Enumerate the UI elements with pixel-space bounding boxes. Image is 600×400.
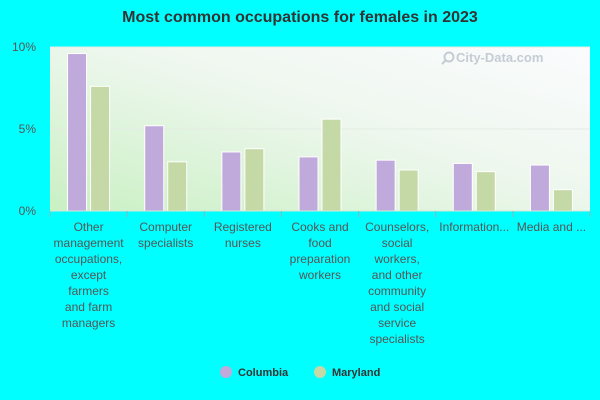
bar-columbia-1 <box>144 125 165 212</box>
category-label-line: and other <box>372 268 423 282</box>
y-axis-ticks: 0% 5% 10% <box>12 40 36 218</box>
bar-columbia-6 <box>529 164 550 212</box>
bar-columbia-4 <box>375 159 396 212</box>
y-tick-label: 5% <box>19 122 37 136</box>
category-label-4: Counselors, social workers, and other commun… <box>365 220 429 346</box>
bar-columbia-2 <box>221 151 242 212</box>
category-label-3: Cooks and food preparation workers <box>290 220 351 282</box>
category-label-line: occupations, <box>55 252 122 266</box>
chart-title: Most common occupations for females in 2… <box>122 9 478 26</box>
legend-swatch-columbia <box>220 366 232 378</box>
bar-maryland-0 <box>90 85 111 212</box>
watermark-text: City-Data.com <box>456 50 543 65</box>
category-label-1: Computer specialists <box>138 220 193 250</box>
bar-maryland-2 <box>244 148 265 212</box>
category-label-5: Information... <box>439 220 509 234</box>
category-label-line: managers <box>62 316 115 330</box>
y-tick-label: 0% <box>19 204 37 218</box>
category-label-2: Registered nurses <box>214 220 272 250</box>
bars <box>67 53 573 212</box>
legend-label-columbia: Columbia <box>238 367 289 379</box>
category-label-line: Registered <box>214 220 272 234</box>
category-label-line: workers, <box>373 252 419 266</box>
category-label-line: and farm <box>65 300 112 314</box>
legend: Columbia Maryland <box>220 366 380 379</box>
category-label-line: service <box>378 316 416 330</box>
bar-columbia-3 <box>298 156 319 212</box>
category-label-line: social <box>382 236 413 250</box>
category-label-line: Media and ... <box>517 220 586 234</box>
category-label-line: and social <box>370 300 424 314</box>
bar-columbia-5 <box>452 162 473 212</box>
bar-maryland-4 <box>398 169 419 212</box>
bar-maryland-5 <box>475 171 496 212</box>
category-label-line: Computer <box>139 220 192 234</box>
watermark: City-Data.com <box>441 50 543 65</box>
category-label-line: community <box>368 284 426 298</box>
bar-columbia-0 <box>67 53 88 212</box>
category-separators <box>49 210 591 217</box>
category-label-line: preparation <box>290 252 351 266</box>
magnifier-handle <box>441 59 447 65</box>
category-label-line: farmers <box>68 284 109 298</box>
y-tick-label: 10% <box>12 40 36 54</box>
bar-maryland-3 <box>321 118 342 212</box>
category-label-line: specialists <box>369 332 424 346</box>
category-label-line: workers <box>298 268 341 282</box>
category-label-line: specialists <box>138 236 193 250</box>
category-label-line: Information... <box>439 220 509 234</box>
grid-lines <box>50 46 590 130</box>
bar-maryland-1 <box>167 161 188 212</box>
category-label-line: Cooks and <box>291 220 348 234</box>
legend-label-maryland: Maryland <box>332 367 380 379</box>
legend-swatch-maryland <box>314 366 326 378</box>
category-label-line: Other <box>74 220 104 234</box>
magnifier-icon <box>443 51 455 63</box>
category-label-line: food <box>308 236 331 250</box>
category-label-6: Media and ... <box>517 220 586 234</box>
category-labels: Other management occupations, except farmers… <box>54 220 587 346</box>
category-label-line: Counselors, <box>365 220 429 234</box>
category-label-line: except <box>71 268 107 282</box>
bar-maryland-6 <box>552 189 573 212</box>
category-label-0: Other management occupations, except farmers… <box>54 220 125 330</box>
category-label-line: nurses <box>225 236 261 250</box>
category-label-line: management <box>54 236 125 250</box>
